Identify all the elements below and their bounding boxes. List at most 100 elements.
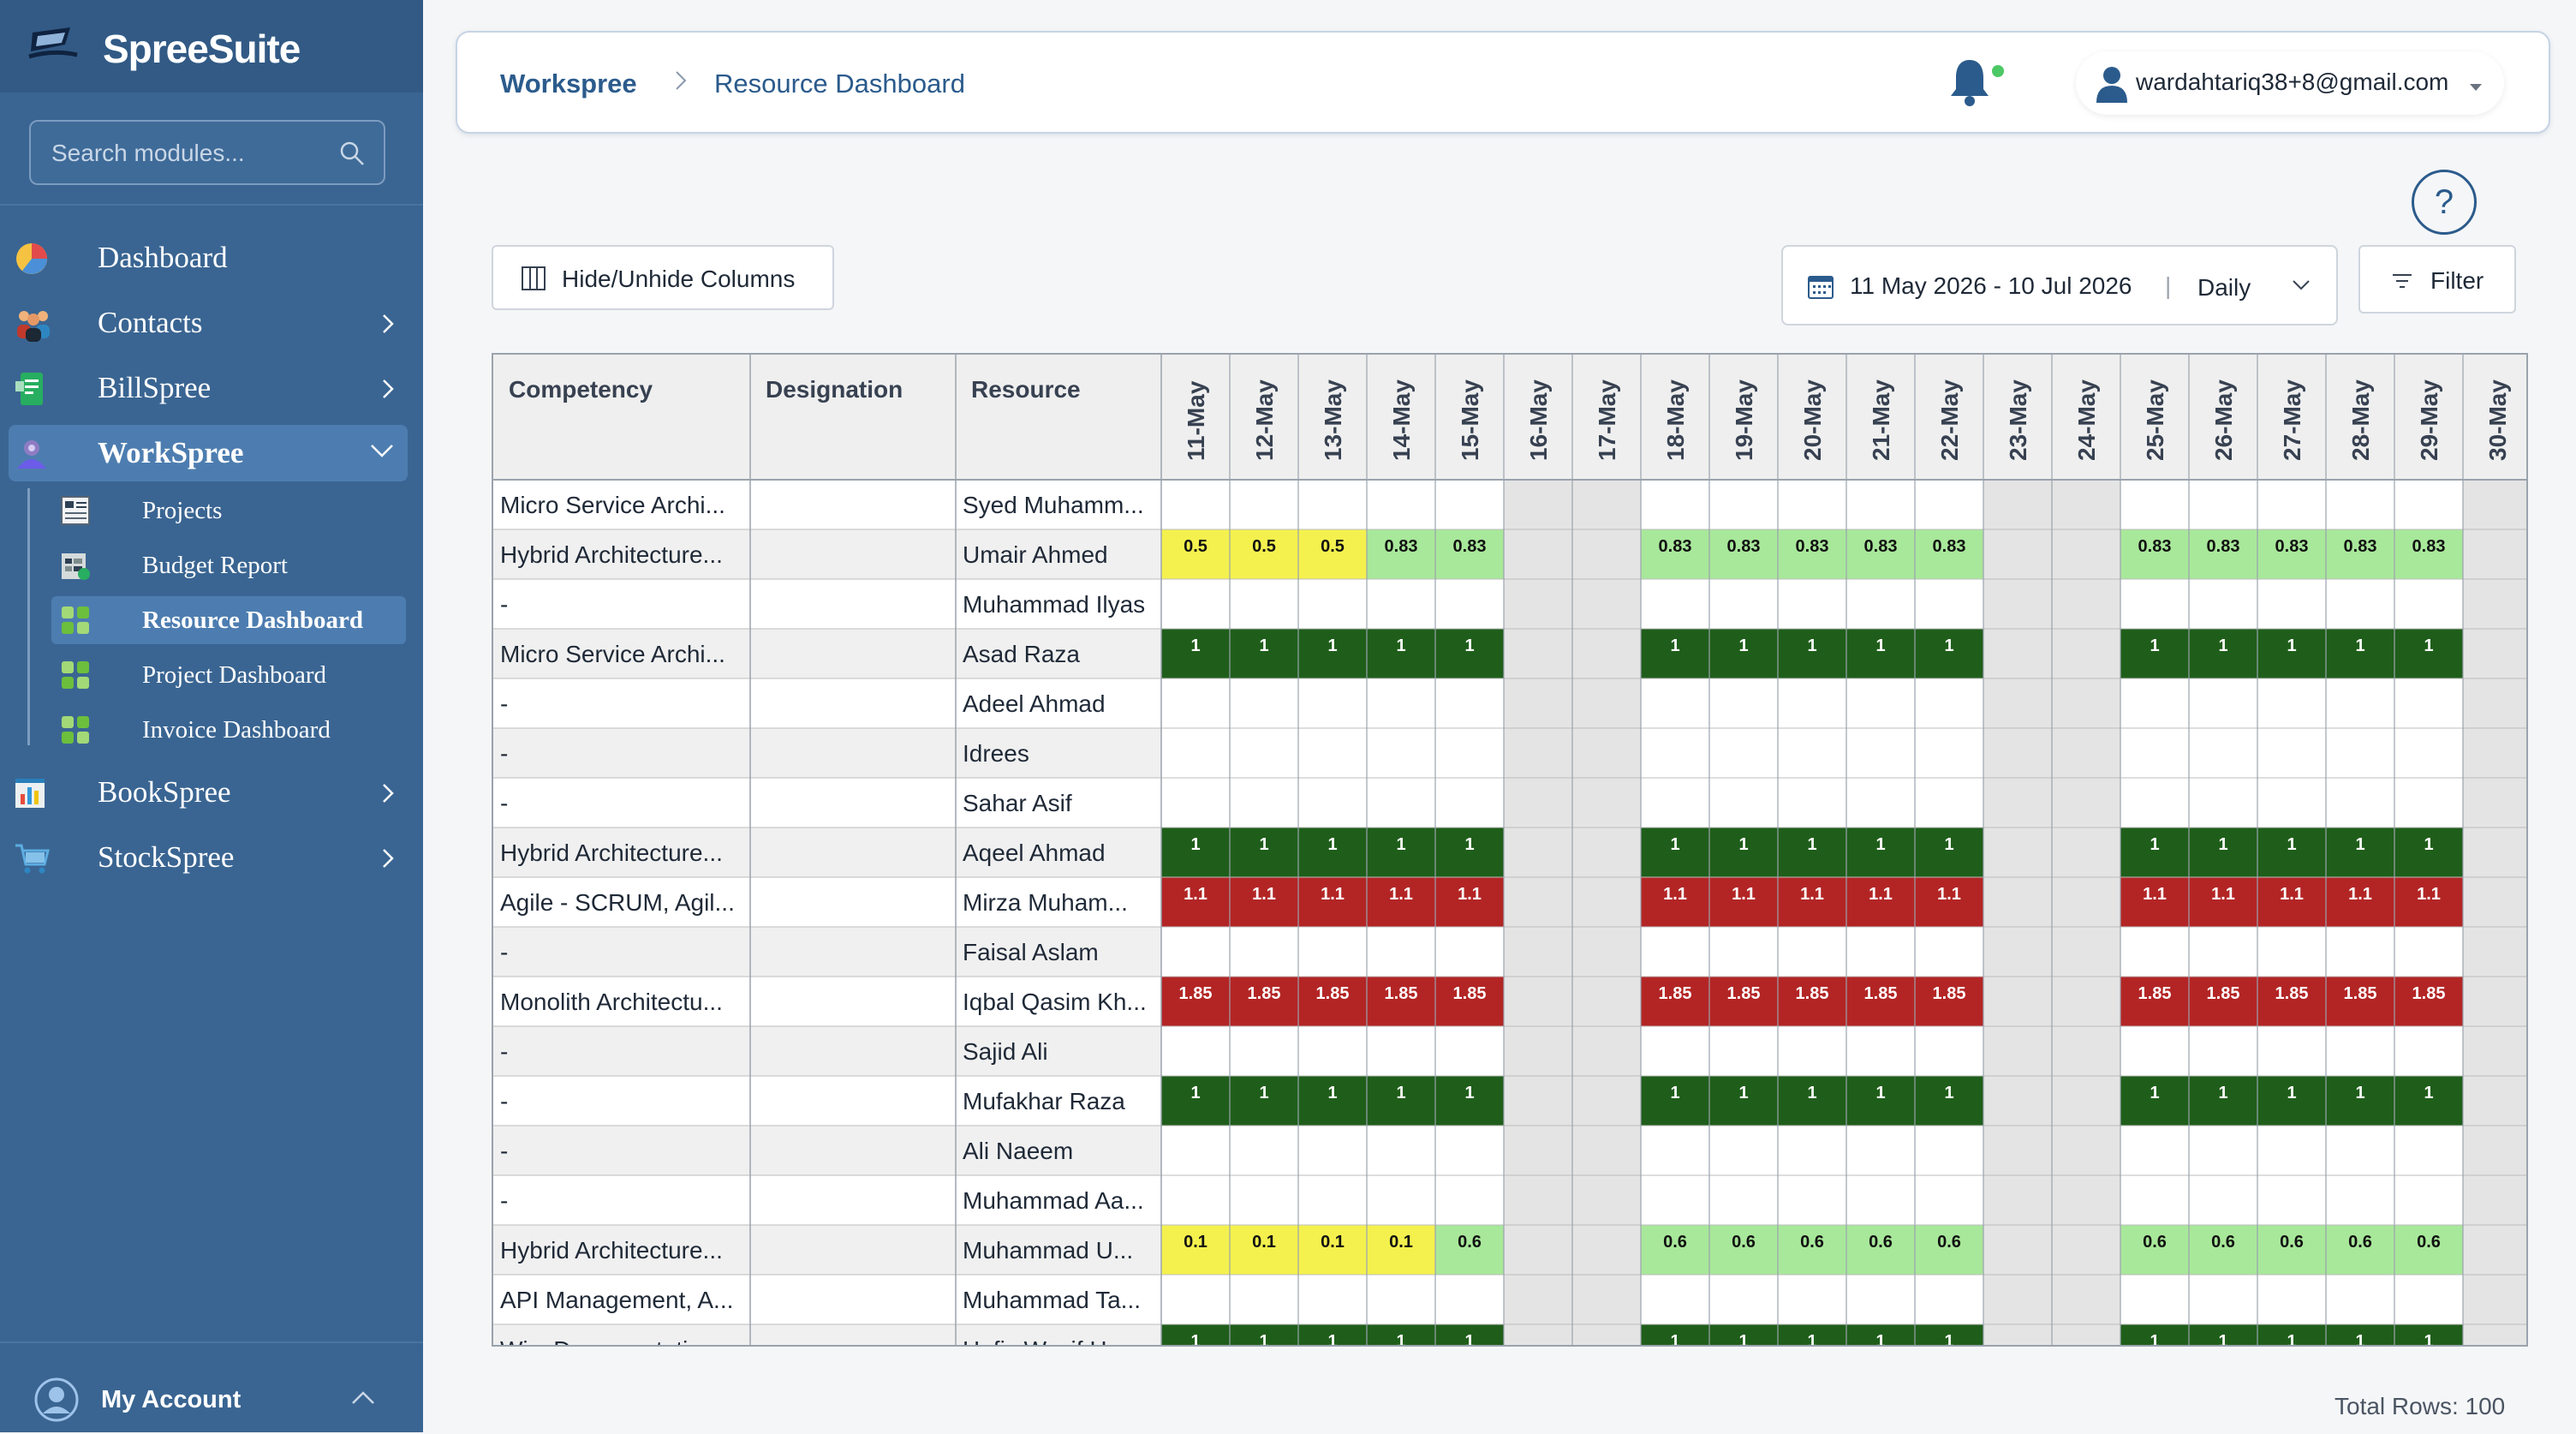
date-header[interactable]: 14-May <box>1388 379 1415 461</box>
allocation-cell[interactable] <box>1161 629 1230 678</box>
table-row[interactable] <box>493 480 1161 529</box>
date-header[interactable]: 13-May <box>1320 379 1346 461</box>
date-range-picker[interactable]: 11 May 2026 - 10 Jul 2026 | Daily <box>1781 245 2338 326</box>
allocation-cell[interactable] <box>1298 1225 1367 1275</box>
allocation-cell[interactable] <box>1709 1076 1778 1126</box>
allocation-cell[interactable] <box>2120 977 2189 1026</box>
date-header[interactable]: 18-May <box>1662 379 1689 461</box>
allocation-cell[interactable] <box>1298 828 1367 877</box>
hide-unhide-columns-button[interactable]: Hide/Unhide Columns <box>492 245 834 310</box>
sidebar-item-dashboard[interactable]: Dashboard <box>9 230 408 286</box>
allocation-cell[interactable] <box>2257 629 2326 678</box>
sidebar-item-billspree[interactable]: BillSpree <box>9 360 408 416</box>
allocation-cell[interactable] <box>1435 629 1504 678</box>
allocation-cell[interactable] <box>1230 1076 1298 1126</box>
sidebar-subitem-invoice-dashboard[interactable]: Invoice Dashboard <box>51 706 406 754</box>
allocation-cell[interactable] <box>1435 1076 1504 1126</box>
allocation-cell[interactable] <box>1641 977 1709 1026</box>
date-header[interactable]: 24-May <box>2073 379 2100 461</box>
date-header[interactable]: 25-May <box>2142 379 2168 461</box>
allocation-cell[interactable] <box>2394 977 2463 1026</box>
allocation-cell[interactable] <box>1846 529 1915 579</box>
allocation-cell[interactable] <box>1161 1076 1230 1126</box>
allocation-cell[interactable] <box>1915 529 1983 579</box>
allocation-cell[interactable] <box>1435 977 1504 1026</box>
allocation-cell[interactable] <box>2189 877 2257 927</box>
allocation-cell[interactable] <box>1435 828 1504 877</box>
table-row[interactable] <box>493 1275 1161 1324</box>
allocation-cell[interactable] <box>2257 1225 2326 1275</box>
table-row[interactable] <box>493 1026 1161 1076</box>
allocation-cell[interactable] <box>1298 977 1367 1026</box>
allocation-cell[interactable] <box>2257 1076 2326 1126</box>
allocation-cell[interactable] <box>1367 1225 1435 1275</box>
table-row[interactable] <box>493 678 1161 728</box>
allocation-cell[interactable] <box>2257 828 2326 877</box>
date-header[interactable]: 26-May <box>2210 379 2237 461</box>
allocation-cell[interactable] <box>2326 529 2394 579</box>
allocation-cell[interactable] <box>1846 1225 1915 1275</box>
allocation-cell[interactable] <box>1709 1324 1778 1347</box>
allocation-cell[interactable] <box>1778 877 1846 927</box>
date-header[interactable]: 22-May <box>1936 379 1963 461</box>
table-row[interactable] <box>493 728 1161 778</box>
resource-grid[interactable]: Competency Designation Resource 11-May 12-Ma… <box>492 353 2528 1347</box>
table-row[interactable] <box>493 778 1161 828</box>
allocation-cell[interactable] <box>2189 1076 2257 1126</box>
date-header[interactable]: 27-May <box>2279 379 2305 461</box>
allocation-cell[interactable] <box>2120 1076 2189 1126</box>
allocation-cell[interactable] <box>2394 877 2463 927</box>
allocation-cell[interactable] <box>2394 1225 2463 1275</box>
allocation-cell[interactable] <box>1778 977 1846 1026</box>
allocation-cell[interactable] <box>2120 877 2189 927</box>
allocation-cell[interactable] <box>2189 977 2257 1026</box>
date-header[interactable]: 16-May <box>1525 379 1552 461</box>
allocation-cell[interactable] <box>2394 1076 2463 1126</box>
allocation-cell[interactable] <box>2120 529 2189 579</box>
allocation-cell[interactable] <box>1435 1324 1504 1347</box>
module-search[interactable] <box>29 120 385 185</box>
table-row[interactable] <box>493 927 1161 977</box>
allocation-cell[interactable] <box>1915 1076 1983 1126</box>
allocation-cell[interactable] <box>2394 629 2463 678</box>
allocation-cell[interactable] <box>1641 629 1709 678</box>
allocation-cell[interactable] <box>1778 828 1846 877</box>
allocation-cell[interactable] <box>2394 1324 2463 1347</box>
allocation-cell[interactable] <box>1298 1076 1367 1126</box>
allocation-cell[interactable] <box>2326 977 2394 1026</box>
allocation-cell[interactable] <box>2326 828 2394 877</box>
breadcrumb-root[interactable]: Workspree <box>500 69 637 99</box>
allocation-cell[interactable] <box>1641 877 1709 927</box>
allocation-cell[interactable] <box>1435 1225 1504 1275</box>
date-header[interactable]: 12-May <box>1251 379 1278 461</box>
allocation-cell[interactable] <box>1915 629 1983 678</box>
allocation-cell[interactable] <box>1778 1324 1846 1347</box>
allocation-cell[interactable] <box>1915 828 1983 877</box>
allocation-cell[interactable] <box>2394 529 2463 579</box>
allocation-cell[interactable] <box>2326 629 2394 678</box>
date-header[interactable]: 30-May <box>2484 379 2511 461</box>
date-header[interactable]: 11-May <box>1183 380 1209 461</box>
allocation-cell[interactable] <box>1709 977 1778 1026</box>
allocation-cell[interactable] <box>1161 1225 1230 1275</box>
chevron-up-icon[interactable] <box>351 1391 375 1409</box>
filter-button[interactable]: Filter <box>2358 245 2516 314</box>
view-mode-select[interactable]: Daily <box>2197 274 2251 301</box>
sidebar-subitem-budget-report[interactable]: Budget Report <box>51 541 406 589</box>
date-header[interactable]: 20-May <box>1799 379 1826 461</box>
allocation-cell[interactable] <box>1778 1076 1846 1126</box>
allocation-cell[interactable] <box>1367 828 1435 877</box>
allocation-cell[interactable] <box>1846 1324 1915 1347</box>
sidebar-subitem-project-dashboard[interactable]: Project Dashboard <box>51 651 406 699</box>
allocation-cell[interactable] <box>1367 1076 1435 1126</box>
allocation-cell[interactable] <box>1915 1324 1983 1347</box>
allocation-cell[interactable] <box>1709 529 1778 579</box>
table-row[interactable] <box>493 1225 1161 1275</box>
date-header[interactable]: 28-May <box>2347 379 2374 461</box>
allocation-cell[interactable] <box>1367 629 1435 678</box>
chevron-down-icon[interactable] <box>2292 279 2311 296</box>
allocation-cell[interactable] <box>2189 828 2257 877</box>
allocation-cell[interactable] <box>1230 629 1298 678</box>
allocation-cell[interactable] <box>1915 877 1983 927</box>
allocation-cell[interactable] <box>1367 1324 1435 1347</box>
